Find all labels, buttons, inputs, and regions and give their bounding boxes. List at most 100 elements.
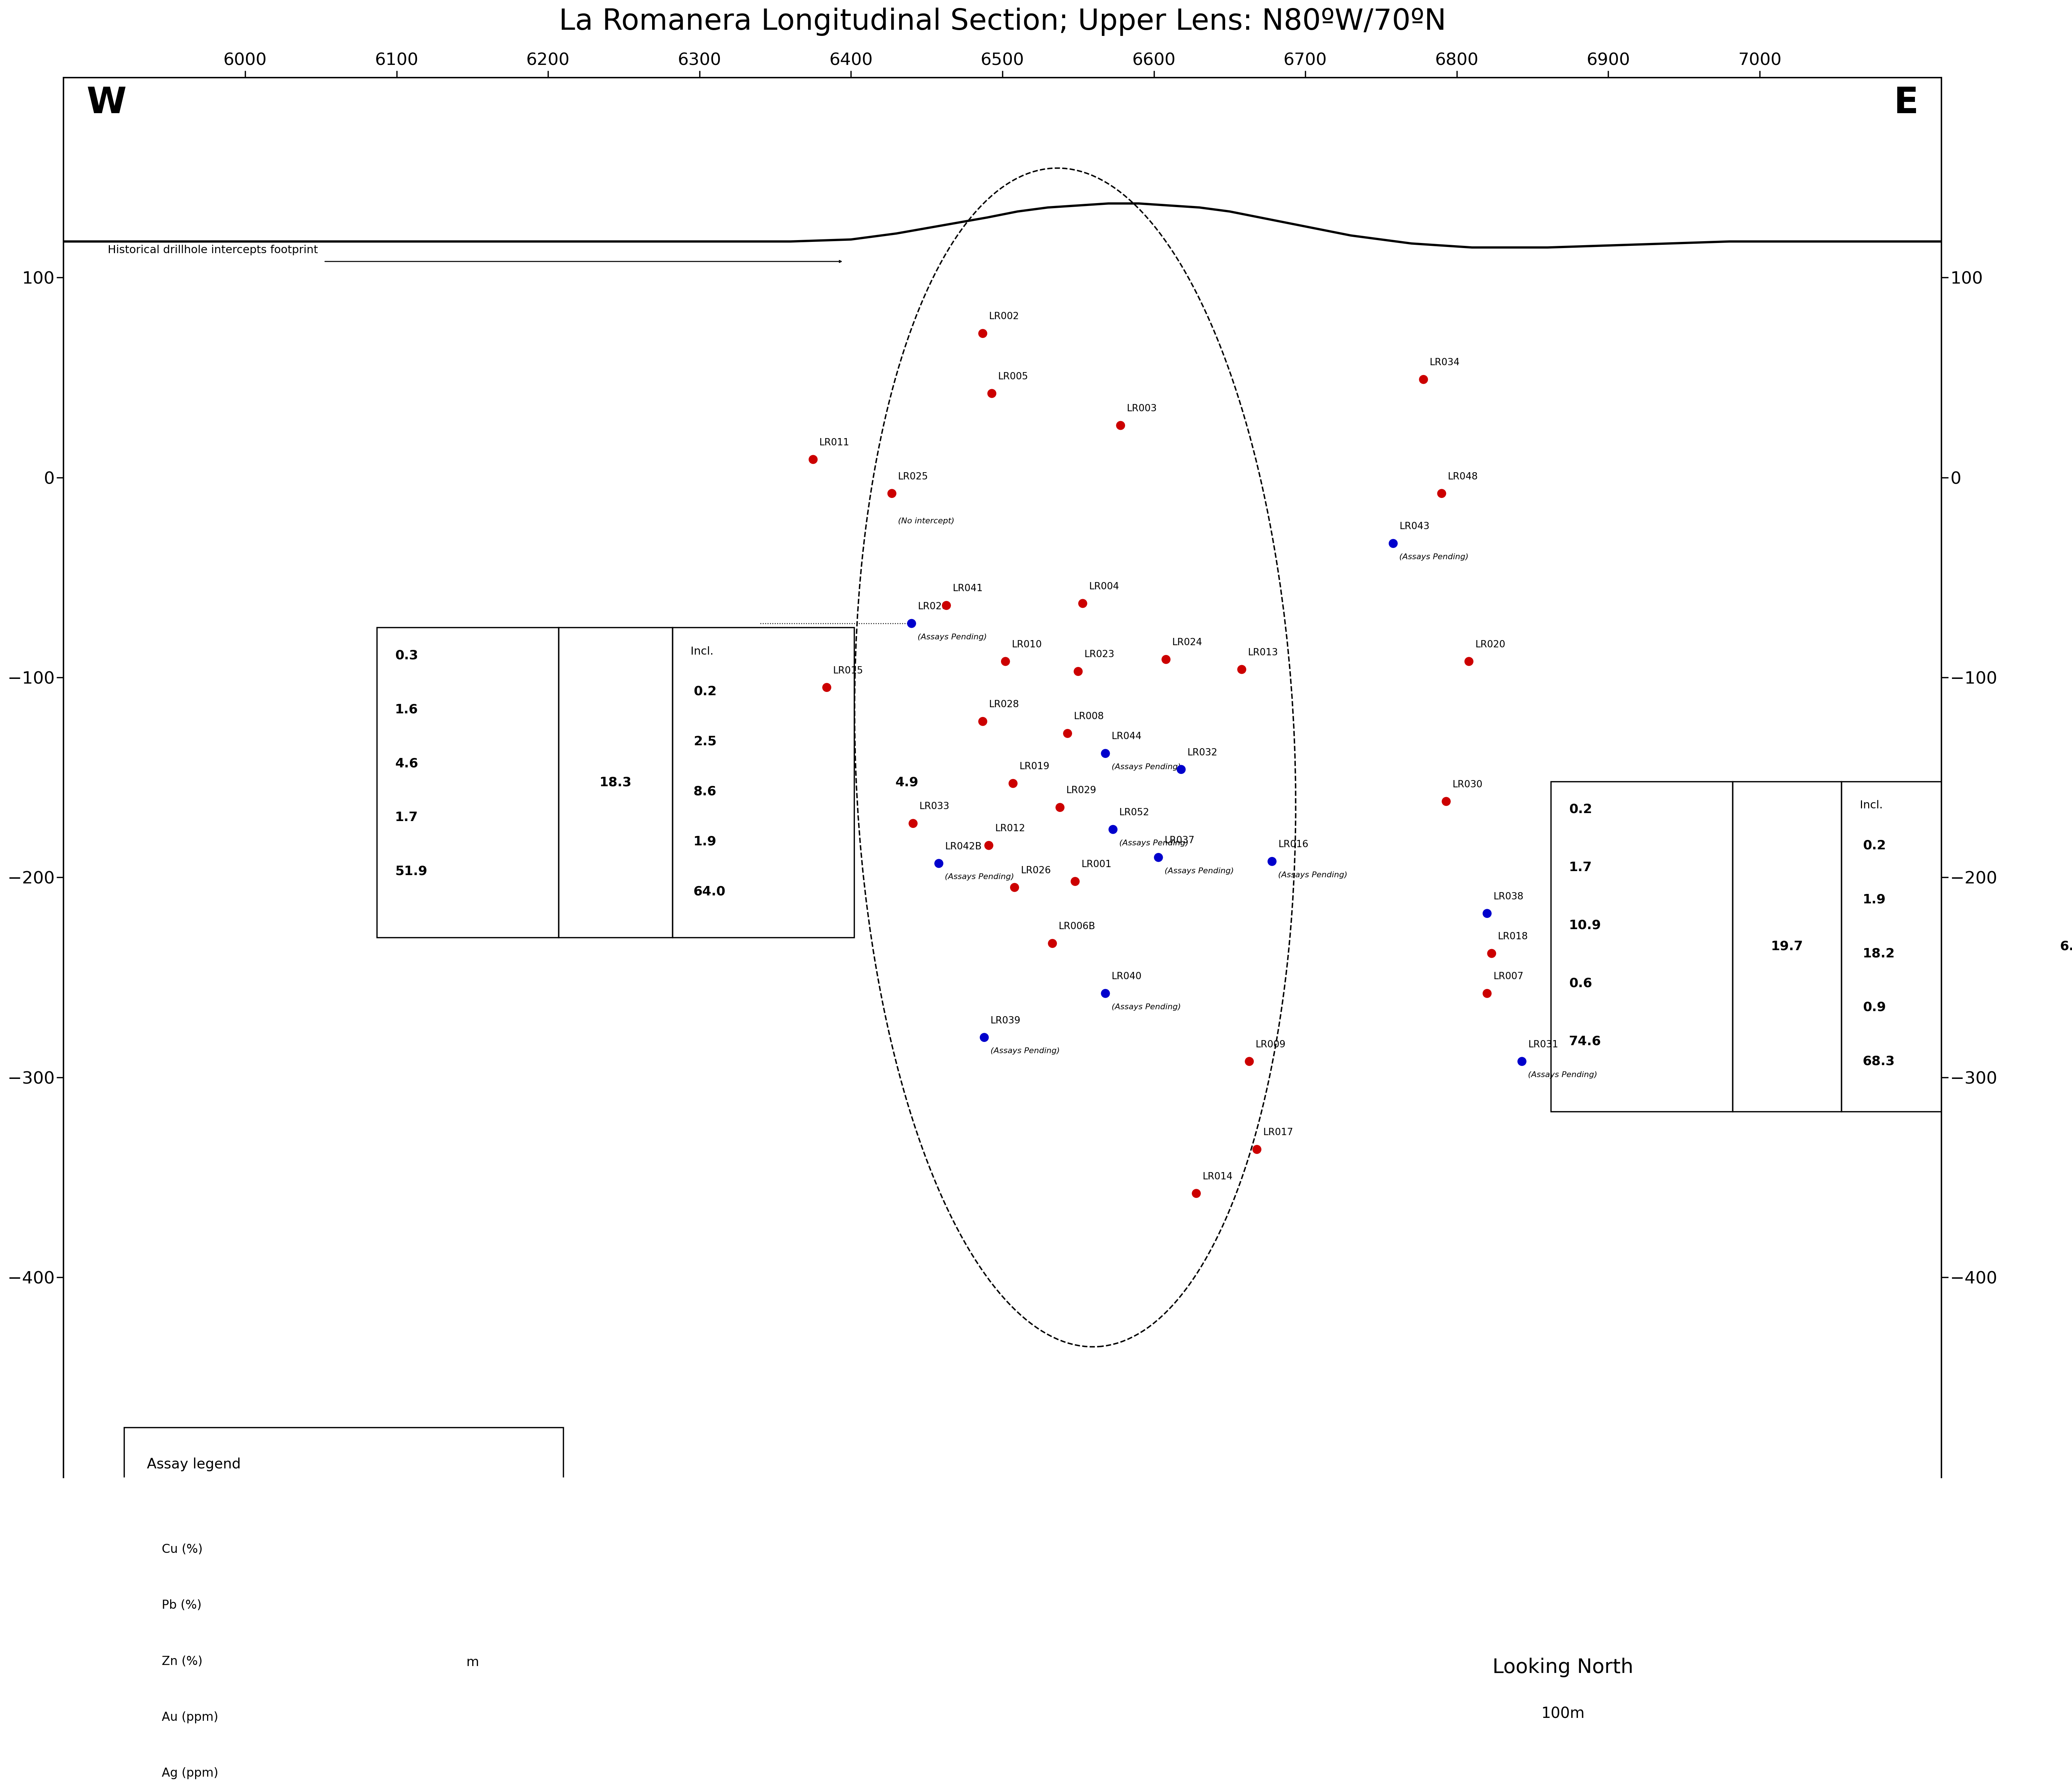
Text: Pb (%): Pb (%): [162, 1599, 201, 1612]
Text: LR009: LR009: [1256, 1040, 1285, 1049]
Text: LR029: LR029: [1067, 785, 1096, 796]
Text: (Assays Pending): (Assays Pending): [1119, 839, 1189, 846]
Text: LR023: LR023: [1084, 650, 1115, 659]
Text: LR025: LR025: [897, 472, 928, 481]
Text: 19.7: 19.7: [1772, 940, 1803, 953]
Point: [1096, 816, 1129, 844]
Text: LR031: LR031: [1527, 1040, 1558, 1049]
Point: [997, 769, 1030, 798]
Text: (Assays Pending): (Assays Pending): [1527, 1072, 1598, 1079]
Text: (Assays Pending): (Assays Pending): [1278, 871, 1347, 878]
Text: (Assays Pending): (Assays Pending): [918, 634, 986, 641]
Text: LR003: LR003: [1127, 404, 1156, 413]
Title: La Romanera Longitudinal Section; Upper Lens: N80ºW/70ºN: La Romanera Longitudinal Section; Upper …: [559, 7, 1446, 36]
Point: [930, 591, 963, 620]
Text: 0.9: 0.9: [1863, 1001, 1886, 1013]
Text: 74.6: 74.6: [1569, 1035, 1602, 1047]
Text: (Assays Pending): (Assays Pending): [1399, 554, 1469, 561]
Point: [1090, 980, 1123, 1008]
Point: [1061, 657, 1094, 686]
Text: Incl.: Incl.: [1861, 800, 1883, 810]
Text: 64.0: 64.0: [694, 885, 725, 898]
Text: LR007: LR007: [1494, 972, 1523, 981]
Text: LR037: LR037: [1164, 835, 1196, 846]
Text: LR019: LR019: [1019, 762, 1048, 771]
Text: LR039: LR039: [990, 1015, 1021, 1026]
Text: LR014: LR014: [1202, 1172, 1233, 1181]
Text: (Assays Pending): (Assays Pending): [1111, 764, 1181, 771]
Point: [895, 609, 928, 638]
Point: [1067, 590, 1100, 618]
Text: 0.2: 0.2: [694, 686, 717, 698]
Point: [999, 873, 1032, 901]
Text: LR028: LR028: [918, 602, 947, 611]
Text: 1.9: 1.9: [1863, 894, 1886, 905]
Text: Au (ppm): Au (ppm): [162, 1712, 218, 1724]
Text: LR018: LR018: [1498, 931, 1527, 942]
Text: 4.6: 4.6: [396, 757, 419, 769]
Point: [976, 379, 1009, 408]
Text: LR041: LR041: [953, 584, 982, 593]
Point: [1256, 848, 1289, 876]
Text: LR043: LR043: [1399, 522, 1430, 531]
Point: [1233, 1047, 1266, 1076]
Text: E: E: [1894, 85, 1919, 121]
Text: Historical drillhole intercepts footprint: Historical drillhole intercepts footprin…: [108, 246, 317, 255]
Text: LR028: LR028: [988, 700, 1019, 709]
Text: 10.9: 10.9: [1569, 919, 1602, 931]
Text: 18.3: 18.3: [599, 777, 632, 789]
Text: 1.9: 1.9: [694, 835, 717, 848]
Text: (Assays Pending): (Assays Pending): [1111, 1003, 1181, 1010]
Text: 51.9: 51.9: [396, 866, 427, 878]
Text: 18.2: 18.2: [1863, 947, 1896, 960]
Point: [1407, 365, 1440, 394]
Point: [922, 850, 955, 878]
Text: 1.6: 1.6: [396, 703, 419, 716]
Text: 100m: 100m: [1542, 1706, 1585, 1722]
Point: [1225, 655, 1258, 684]
Point: [972, 832, 1005, 860]
Point: [1059, 867, 1092, 896]
Text: LR034: LR034: [1430, 358, 1461, 367]
Text: 1.7: 1.7: [1569, 862, 1591, 874]
Point: [1104, 411, 1138, 440]
Text: 0.2: 0.2: [1863, 839, 1886, 851]
Text: LR016: LR016: [1278, 841, 1307, 850]
Text: LR002: LR002: [988, 312, 1019, 321]
Text: LR005: LR005: [999, 372, 1028, 381]
Point: [1142, 842, 1175, 871]
Text: LR001: LR001: [1082, 860, 1111, 869]
Point: [1036, 930, 1069, 958]
Text: Zn (%): Zn (%): [162, 1655, 203, 1667]
Point: [1475, 939, 1508, 967]
Text: 0.3: 0.3: [396, 650, 419, 661]
Text: LR008: LR008: [1073, 712, 1104, 721]
Text: LR015: LR015: [833, 666, 864, 675]
Text: LR032: LR032: [1187, 748, 1218, 757]
Text: 6.9: 6.9: [2060, 940, 2072, 953]
Text: Assay legend: Assay legend: [147, 1457, 240, 1471]
Text: LR030: LR030: [1452, 780, 1481, 789]
Text: LR013: LR013: [1247, 648, 1278, 657]
Text: 2.5: 2.5: [694, 736, 717, 748]
Text: LR011: LR011: [818, 438, 850, 447]
Text: LR026: LR026: [1021, 866, 1051, 876]
Point: [988, 647, 1021, 675]
Point: [1090, 739, 1123, 768]
Point: [1044, 793, 1077, 821]
Text: LR020: LR020: [1475, 639, 1504, 650]
Text: LR048: LR048: [1448, 472, 1477, 481]
Point: [1164, 755, 1198, 784]
Text: 0.2: 0.2: [1569, 803, 1591, 816]
Text: 0.6: 0.6: [1569, 978, 1591, 990]
Point: [968, 1022, 1001, 1051]
Text: LR044: LR044: [1111, 732, 1142, 741]
Point: [1051, 720, 1084, 748]
Text: LR004: LR004: [1088, 582, 1119, 591]
Point: [966, 707, 999, 736]
Text: LR038: LR038: [1494, 892, 1523, 901]
Point: [1430, 787, 1463, 816]
Text: LR052: LR052: [1119, 809, 1150, 817]
Text: W: W: [87, 85, 126, 121]
Text: (Assays Pending): (Assays Pending): [1164, 867, 1233, 874]
